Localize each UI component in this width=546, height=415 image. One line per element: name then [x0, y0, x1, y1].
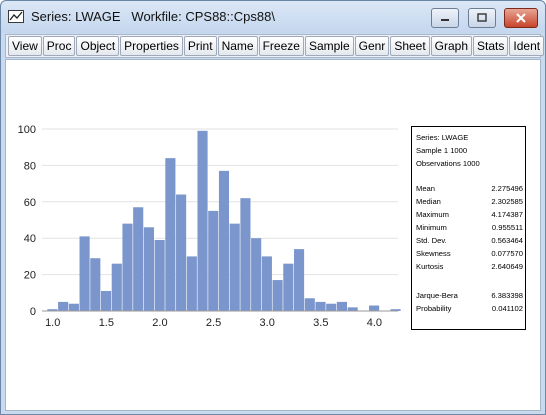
histogram-bar: [122, 223, 133, 311]
object-toolbar: View Proc Object Properties Print Name Freeze S…: [5, 34, 545, 58]
toolbar-button-freeze[interactable]: Freeze: [258, 36, 304, 56]
y-tick-label: 20: [24, 270, 36, 282]
toolbar-button-genr[interactable]: Genr: [354, 36, 390, 56]
toolbar-button-stats[interactable]: Stats: [473, 36, 509, 56]
y-tick-label: 40: [24, 233, 36, 245]
histogram-bar: [326, 303, 337, 311]
x-tick-label: 2.0: [152, 317, 167, 329]
toolbar-button-print[interactable]: Print: [183, 36, 217, 56]
toolbar-button-properties[interactable]: Properties: [120, 36, 183, 56]
y-tick-label: 100: [18, 124, 36, 136]
histogram-bar: [293, 249, 305, 311]
histogram-bar: [251, 238, 262, 311]
histogram-bar: [58, 301, 69, 311]
y-tick-label: 80: [24, 160, 36, 172]
y-tick-label: 60: [24, 197, 36, 209]
histogram-bar: [111, 263, 122, 311]
x-tick-labels: 1.0 1.5 2.0 2.5 3.0 3.5 4.0: [45, 317, 382, 329]
x-tick-label: 4.0: [367, 317, 382, 329]
title-bar[interactable]: Series: LWAGE Workfile: CPS88::Cps88\: [1, 1, 545, 33]
toolbar-button-name[interactable]: Name: [217, 36, 258, 56]
x-tick-label: 1.0: [45, 317, 60, 329]
maximize-button[interactable]: [468, 8, 496, 28]
stats-series-name: Series: LWAGE: [416, 133, 469, 142]
histogram-bar: [100, 290, 112, 311]
histogram-bars: [47, 130, 401, 311]
toolbar-button-sample[interactable]: Sample: [304, 36, 354, 56]
histogram-bar: [208, 210, 219, 311]
close-button[interactable]: [504, 8, 538, 28]
histogram-bar: [315, 301, 326, 311]
histogram-bar: [304, 298, 315, 311]
graph-area: 0 20 40 60 80 100 1.0 1.5 2.0 2.5 3.0 3.5 4.0 Serie…: [5, 59, 541, 411]
x-tick-label: 3.0: [260, 317, 275, 329]
histogram-bar: [229, 223, 240, 311]
histogram-bar: [197, 130, 208, 311]
histogram-bar: [369, 305, 380, 311]
histogram-bar: [68, 303, 79, 311]
histogram-bar: [336, 301, 348, 311]
x-tick-label: 1.5: [99, 317, 114, 329]
stats-sample: Sample 1 1000: [416, 146, 468, 155]
toolbar-button-object[interactable]: Object: [76, 36, 120, 56]
histogram-bar: [272, 280, 283, 311]
minimize-icon: [441, 19, 449, 21]
histogram-bar: [176, 194, 187, 311]
toolbar-button-ident[interactable]: Ident: [509, 36, 545, 56]
minimize-button[interactable]: [431, 8, 459, 28]
x-tick-label: 2.5: [206, 317, 221, 329]
histogram-bar: [283, 263, 294, 311]
histogram-bar: [218, 170, 230, 311]
stats-observations: Observations 1000: [416, 159, 480, 168]
histogram-bar: [79, 236, 90, 311]
histogram-bar: [47, 309, 58, 311]
histogram-bar: [240, 198, 251, 311]
close-icon: [516, 13, 526, 23]
x-tick-label: 3.5: [313, 317, 328, 329]
histogram-bar: [143, 227, 154, 311]
toolbar-button-graph[interactable]: Graph: [430, 36, 473, 56]
toolbar-button-sheet[interactable]: Sheet: [390, 36, 430, 56]
histogram-bar: [154, 240, 165, 311]
descriptive-stats-box: Series: LWAGE Sample 1 1000 Observations…: [411, 126, 526, 330]
histogram-bar: [186, 256, 197, 311]
histogram-bar: [165, 158, 176, 311]
histogram-bar: [90, 258, 101, 311]
y-tick-labels: 0 20 40 60 80 100: [18, 124, 36, 318]
histogram-bar: [261, 256, 272, 311]
chart-window-icon: [8, 10, 24, 23]
toolbar-button-proc[interactable]: Proc: [42, 36, 76, 56]
histogram-bar: [133, 207, 144, 311]
window-title: Series: LWAGE Workfile: CPS88::Cps88\: [31, 9, 275, 24]
toolbar-button-view[interactable]: View: [8, 36, 42, 56]
y-tick-label: 0: [30, 306, 36, 318]
histogram-bar: [390, 309, 401, 311]
histogram-bar: [347, 307, 358, 311]
histogram-chart: 0 20 40 60 80 100 1.0 1.5 2.0 2.5 3.0 3.5 4.0: [18, 124, 401, 329]
maximize-icon: [477, 13, 487, 22]
